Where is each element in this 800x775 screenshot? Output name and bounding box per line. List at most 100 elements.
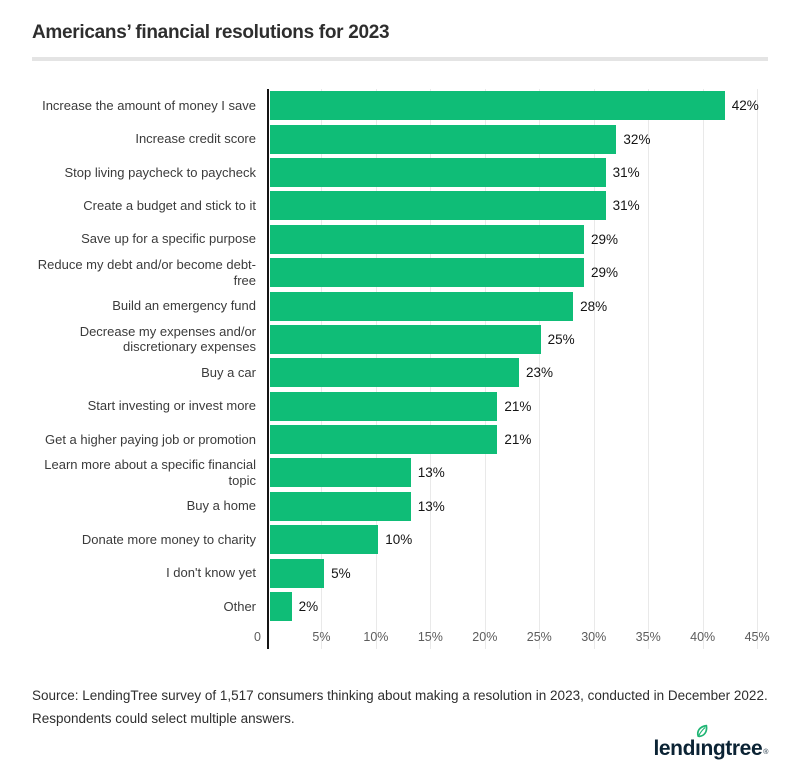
bar-value-label: 31% [612, 164, 640, 180]
title-divider [32, 57, 768, 61]
bar-value-label: 13% [417, 465, 445, 481]
bar-row: Reduce my debt and/or become debt-free 29… [38, 256, 768, 289]
bar-row: Learn more about a specific financial to… [44, 456, 768, 489]
logo-text-post: ngtree [700, 737, 763, 760]
bar [270, 525, 379, 555]
logo-text-i: ı [695, 737, 701, 760]
bar [270, 491, 411, 521]
bar-value-label: 21% [504, 432, 532, 448]
category-label: Create a budget and stick to it [83, 197, 256, 213]
x-tick-label: 20% [472, 630, 498, 645]
bar [270, 191, 606, 221]
bar-row: Build an emergency fund 28% [112, 289, 768, 322]
bar [270, 91, 725, 121]
registered-mark: ® [763, 749, 768, 756]
bar-rows: Increase the amount of money I save 42% In… [38, 89, 768, 623]
source-text-line1: Source: LendingTree survey of 1,517 cons… [32, 688, 768, 704]
x-axis-tick-row: 0 5% 10% 15% 20% 25% 30% 35% 40% 45% [254, 623, 770, 649]
bar-track: 28% [267, 289, 768, 322]
category-label: Reduce my debt and/or become debt-free [37, 256, 256, 288]
bar [270, 391, 498, 421]
bar [270, 458, 411, 488]
category-label: Increase the amount of money I save [42, 97, 256, 113]
bar [270, 291, 574, 321]
bar-row: Get a higher paying job or promotion 21% [45, 423, 768, 456]
category-label: Decrease my expenses and/or discretionar… [79, 323, 256, 355]
bar-value-label: 42% [731, 98, 759, 114]
category-label: Get a higher paying job or promotion [44, 431, 256, 447]
bar-track: 23% [267, 356, 768, 389]
x-tick-label: 30% [581, 630, 607, 645]
bar-track: 5% [267, 556, 768, 589]
category-label: Buy a car [201, 364, 256, 380]
category-label: Learn more about a specific financial to… [44, 457, 256, 488]
source-text-line2: Respondents could select multiple answer… [32, 710, 295, 726]
bar [270, 558, 325, 588]
bar-row: Increase credit score 32% [135, 122, 768, 155]
source-text: Source: LendingTree survey of 1,517 cons… [32, 685, 768, 730]
bar-row: Decrease my expenses and/or discretionar… [80, 323, 768, 356]
bar-track: 21% [267, 423, 768, 456]
bar-track: 29% [267, 223, 768, 256]
category-label: Increase credit score [135, 131, 256, 147]
gridline [757, 89, 759, 650]
leaf-icon [697, 724, 708, 738]
y-axis-line [267, 89, 269, 650]
x-tick-label: 0 [254, 630, 261, 645]
bar [270, 425, 498, 455]
bar-track: 10% [267, 523, 768, 556]
page-title: Americans’ financial resolutions for 202… [32, 22, 390, 43]
bar [270, 258, 584, 288]
bar-track: 21% [267, 390, 768, 423]
bar-track: 31% [267, 156, 768, 189]
bar [270, 324, 541, 354]
bar-value-label: 28% [580, 298, 608, 314]
bar-track: 13% [267, 456, 768, 489]
bar-value-label: 5% [331, 565, 351, 581]
bar [270, 358, 519, 388]
bar-value-label: 31% [612, 198, 640, 214]
bar [270, 224, 584, 254]
category-label: Other [223, 598, 256, 614]
bar-track: 25% [267, 323, 768, 356]
x-tick-label: 5% [312, 630, 331, 645]
category-label: Start investing or invest more [87, 398, 256, 414]
bar-row: Stop living paycheck to paycheck 31% [65, 156, 768, 189]
x-tick-label: 10% [363, 630, 389, 645]
bar-row: Buy a car 23% [201, 356, 768, 389]
bar-track: 2% [267, 590, 768, 623]
bar-value-label: 10% [385, 532, 413, 548]
bar-row: Buy a home 13% [187, 490, 768, 523]
bar-track: 42% [267, 89, 768, 122]
category-label: Buy a home [186, 498, 256, 514]
bar-row: Start investing or invest more 21% [88, 390, 768, 423]
category-label: Save up for a specific purpose [81, 231, 256, 247]
bar-value-label: 29% [590, 231, 618, 247]
x-tick-label: 25% [526, 630, 552, 645]
category-label: Build an emergency fund [112, 298, 256, 314]
chart-plot-area: Increase the amount of money I save 42% In… [38, 89, 770, 650]
bar [270, 157, 606, 187]
bar-row: Create a budget and stick to it 31% [83, 189, 768, 222]
bar-track: 32% [267, 122, 768, 155]
gridline [648, 89, 650, 650]
bar [270, 592, 292, 622]
x-tick-label: 35% [635, 630, 661, 645]
bar-value-label: 23% [526, 365, 554, 381]
x-tick-label: 40% [690, 630, 716, 645]
bar-value-label: 21% [504, 398, 532, 414]
bar-value-label: 29% [590, 265, 618, 281]
bar-row: Increase the amount of money I save 42% [42, 89, 768, 122]
bar-value-label: 32% [623, 131, 651, 147]
bar-value-label: 25% [547, 331, 575, 347]
gridline [593, 89, 595, 650]
bar-row: Other 2% [223, 590, 768, 623]
bar-row: Save up for a specific purpose 29% [81, 223, 768, 256]
logo-area: lend ı ngtree ® [653, 724, 768, 761]
bar-track: 29% [267, 256, 768, 289]
bar-chart: Increase the amount of money I save 42% In… [32, 89, 770, 650]
category-label: Stop living paycheck to paycheck [64, 164, 257, 180]
bar-value-label: 13% [417, 498, 445, 514]
gridline [702, 89, 704, 650]
